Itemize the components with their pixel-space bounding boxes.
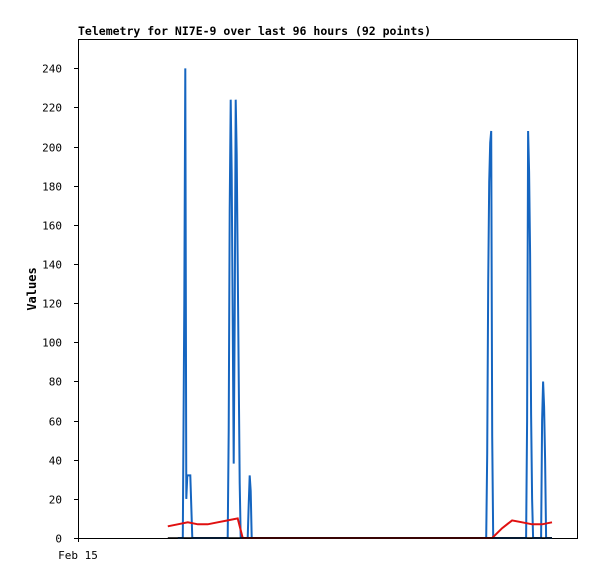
series-line-2: [167, 517, 553, 539]
x-axis: Feb 15: [58, 538, 98, 562]
y-tick-label: 120: [42, 298, 62, 311]
y-tick-label: 160: [42, 220, 62, 233]
y-tick-label: 140: [42, 259, 62, 272]
y-tick-label: 80: [49, 376, 62, 389]
y-tick-label: 40: [49, 455, 62, 468]
chart-title: Telemetry for NI7E-9 over last 96 hours …: [78, 24, 431, 38]
x-tick-label: Feb 15: [58, 549, 98, 562]
y-tick-label: 200: [42, 142, 62, 155]
y-tick-label: 220: [42, 102, 62, 115]
y-tick-label: 20: [49, 494, 62, 507]
y-tick-label: 240: [42, 63, 62, 76]
y-tick-label: 100: [42, 337, 62, 350]
series-layer: [167, 68, 553, 539]
y-tick-label: 180: [42, 181, 62, 194]
y-tick-label: 0: [55, 533, 62, 546]
y-axis-label: Values: [25, 267, 39, 310]
y-axis: 0 20 40 60 80 100 120 140 160 180 200 220 240: [42, 63, 78, 546]
y-tick-label: 60: [49, 416, 62, 429]
